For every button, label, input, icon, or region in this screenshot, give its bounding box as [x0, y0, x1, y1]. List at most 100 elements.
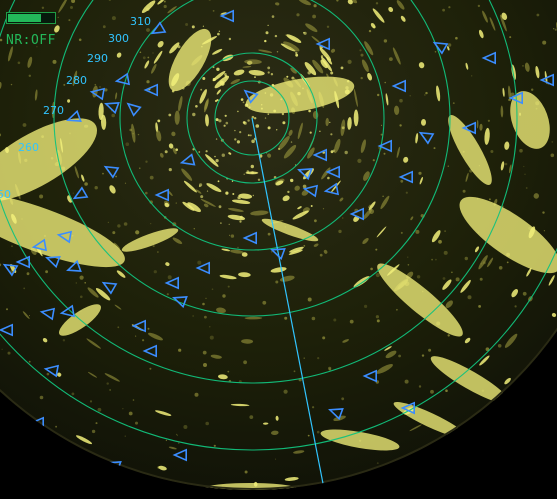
clutter-speck: [287, 190, 290, 194]
triangle-target-icon[interactable]: [328, 405, 344, 421]
triangle-target-icon[interactable]: [461, 121, 477, 135]
triangle-target-icon[interactable]: [315, 37, 331, 51]
triangle-target-icon[interactable]: [125, 100, 142, 117]
triangle-target-icon[interactable]: [508, 91, 524, 105]
triangle-target-icon[interactable]: [420, 454, 437, 471]
triangle-target-icon[interactable]: [312, 148, 328, 162]
triangle-target-icon[interactable]: [15, 255, 31, 269]
echo-return: [86, 338, 101, 349]
clutter-speck: [327, 176, 330, 180]
triangle-target-icon[interactable]: [242, 87, 259, 104]
echo-return: [228, 152, 232, 155]
triangle-target-icon[interactable]: [142, 344, 157, 358]
clutter-speck: [192, 315, 194, 317]
triangle-target-icon[interactable]: [325, 165, 341, 179]
triangle-target-icon[interactable]: [72, 186, 89, 203]
triangle-target-icon[interactable]: [219, 9, 234, 23]
clutter-speck: [192, 112, 196, 117]
triangle-target-icon[interactable]: [154, 188, 169, 202]
triangle-target-icon[interactable]: [270, 245, 286, 261]
clutter-speck: [10, 83, 13, 86]
clutter-speck: [223, 124, 226, 127]
triangle-target-icon[interactable]: [89, 87, 106, 101]
triangle-target-icon[interactable]: [103, 162, 120, 179]
clutter-speck: [525, 187, 528, 189]
triangle-target-icon[interactable]: [2, 260, 19, 277]
clutter-speck: [431, 258, 433, 261]
echo-return: [347, 117, 352, 130]
clutter-speck: [218, 119, 222, 123]
triangle-target-icon[interactable]: [179, 153, 196, 168]
noise-reduction-status[interactable]: NR:OFF: [6, 33, 56, 48]
clutter-speck: [322, 208, 325, 210]
triangle-target-icon[interactable]: [418, 128, 435, 145]
clutter-speck: [28, 74, 31, 78]
triangle-target-icon[interactable]: [101, 278, 118, 295]
triangle-target-icon[interactable]: [131, 319, 146, 333]
triangle-target-icon[interactable]: [43, 364, 60, 378]
echo-return: [284, 477, 299, 481]
clutter-speck: [185, 23, 189, 26]
triangle-target-icon[interactable]: [432, 38, 449, 55]
triangle-target-icon[interactable]: [59, 304, 76, 318]
triangle-target-icon[interactable]: [297, 165, 313, 181]
clutter-speck: [271, 15, 275, 18]
triangle-target-icon[interactable]: [400, 401, 416, 415]
triangle-target-icon[interactable]: [195, 261, 210, 275]
triangle-target-icon[interactable]: [172, 448, 187, 462]
echo-return: [445, 300, 453, 308]
echo-return: [275, 493, 280, 497]
echo-return: [57, 372, 62, 377]
triangle-target-icon[interactable]: [164, 276, 179, 290]
clutter-speck: [220, 222, 222, 224]
triangle-target-icon[interactable]: [45, 253, 61, 269]
clutter-speck: [498, 266, 503, 270]
triangle-target-icon[interactable]: [143, 83, 158, 97]
triangle-target-icon[interactable]: [386, 468, 402, 482]
clutter-speck: [267, 126, 271, 130]
triangle-target-icon[interactable]: [302, 184, 319, 198]
clutter-speck: [509, 427, 511, 429]
triangle-target-icon[interactable]: [242, 231, 258, 245]
triangle-target-icon[interactable]: [66, 259, 82, 275]
triangle-target-icon[interactable]: [323, 182, 340, 196]
clutter-speck: [68, 19, 71, 22]
triangle-target-icon[interactable]: [75, 473, 90, 487]
clutter-speck: [41, 6, 45, 9]
clutter-speck: [234, 129, 236, 132]
triangle-target-icon[interactable]: [39, 307, 56, 321]
echo-return: [114, 304, 122, 310]
echo-return: [396, 146, 400, 159]
clutter-speck: [478, 305, 481, 308]
triangle-target-icon[interactable]: [377, 139, 393, 153]
clutter-speck: [215, 159, 219, 163]
echo-return: [169, 42, 180, 54]
triangle-target-icon[interactable]: [362, 369, 378, 383]
clutter-speck: [205, 297, 207, 299]
clutter-speck: [239, 197, 241, 200]
triangle-target-icon[interactable]: [56, 230, 73, 244]
echo-return: [476, 119, 479, 129]
triangle-target-icon[interactable]: [66, 109, 82, 125]
triangle-target-icon[interactable]: [391, 79, 407, 93]
triangle-target-icon[interactable]: [481, 51, 497, 65]
echo-return: [230, 403, 250, 407]
triangle-target-icon[interactable]: [539, 73, 555, 87]
triangle-target-icon[interactable]: [150, 21, 167, 38]
clutter-speck: [167, 275, 172, 280]
clutter-speck: [78, 38, 82, 42]
echo-return: [294, 185, 300, 191]
triangle-target-icon[interactable]: [398, 170, 414, 184]
triangle-target-icon[interactable]: [104, 99, 120, 115]
echo-return: [153, 50, 163, 64]
triangle-target-icon[interactable]: [127, 479, 142, 491]
clutter-speck: [123, 222, 128, 226]
triangle-target-icon[interactable]: [172, 293, 188, 309]
echo-return: [275, 2, 280, 6]
triangle-target-icon[interactable]: [31, 238, 48, 252]
triangle-target-icon[interactable]: [114, 72, 131, 86]
triangle-target-icon[interactable]: [349, 207, 365, 221]
triangle-target-icon[interactable]: [0, 323, 13, 337]
